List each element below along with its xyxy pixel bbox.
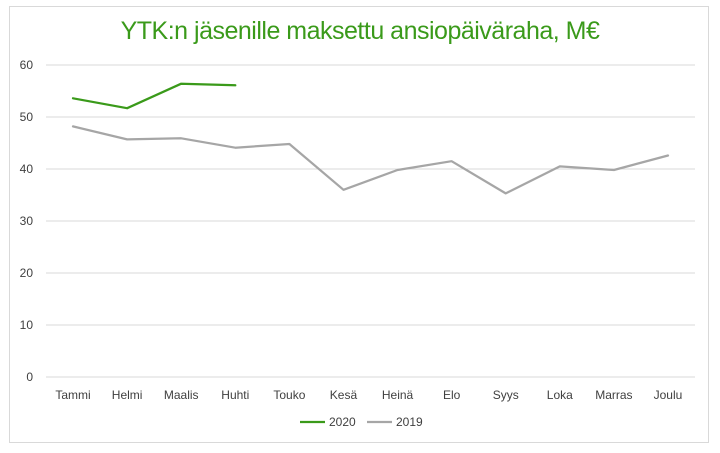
x-tick-label: Joulu xyxy=(654,388,683,402)
x-tick-label: Touko xyxy=(273,388,305,402)
x-tick-label: Loka xyxy=(547,388,573,402)
gridlines xyxy=(46,64,695,378)
chart-area xyxy=(9,6,709,443)
series-line-2020 xyxy=(71,82,237,110)
chart-title: YTK:n jäsenille maksettu ansiopäiväraha,… xyxy=(120,17,600,45)
x-tick-label: Heinä xyxy=(382,388,414,402)
x-tick-label: Helmi xyxy=(112,388,143,402)
y-tick-label: 10 xyxy=(20,318,34,332)
x-axis-tick-labels: Tammi Helmi Maalis Huhti Touko Kesä Heinä Elo Sy… xyxy=(55,388,682,402)
x-tick-label: Maalis xyxy=(164,388,199,402)
y-tick-label: 50 xyxy=(20,110,34,124)
y-tick-label: 60 xyxy=(20,58,34,72)
legend: 2020 2019 xyxy=(300,415,423,429)
y-axis-tick-labels: 0 10 20 30 40 50 60 xyxy=(20,58,34,384)
legend-label-2019: 2019 xyxy=(396,415,423,429)
x-tick-label: Tammi xyxy=(55,388,90,402)
x-tick-label: Huhti xyxy=(221,388,249,402)
x-tick-label: Kesä xyxy=(330,388,358,402)
y-tick-label: 40 xyxy=(20,162,34,176)
y-tick-label: 30 xyxy=(20,214,34,228)
y-tick-label: 0 xyxy=(26,370,33,384)
series-line-2019 xyxy=(71,125,670,195)
x-tick-label: Syys xyxy=(493,388,519,402)
y-tick-label: 20 xyxy=(20,266,34,280)
x-tick-label: Elo xyxy=(443,388,461,402)
x-tick-label: Marras xyxy=(595,388,632,402)
legend-label-2020: 2020 xyxy=(329,415,356,429)
series-lines xyxy=(71,82,670,195)
